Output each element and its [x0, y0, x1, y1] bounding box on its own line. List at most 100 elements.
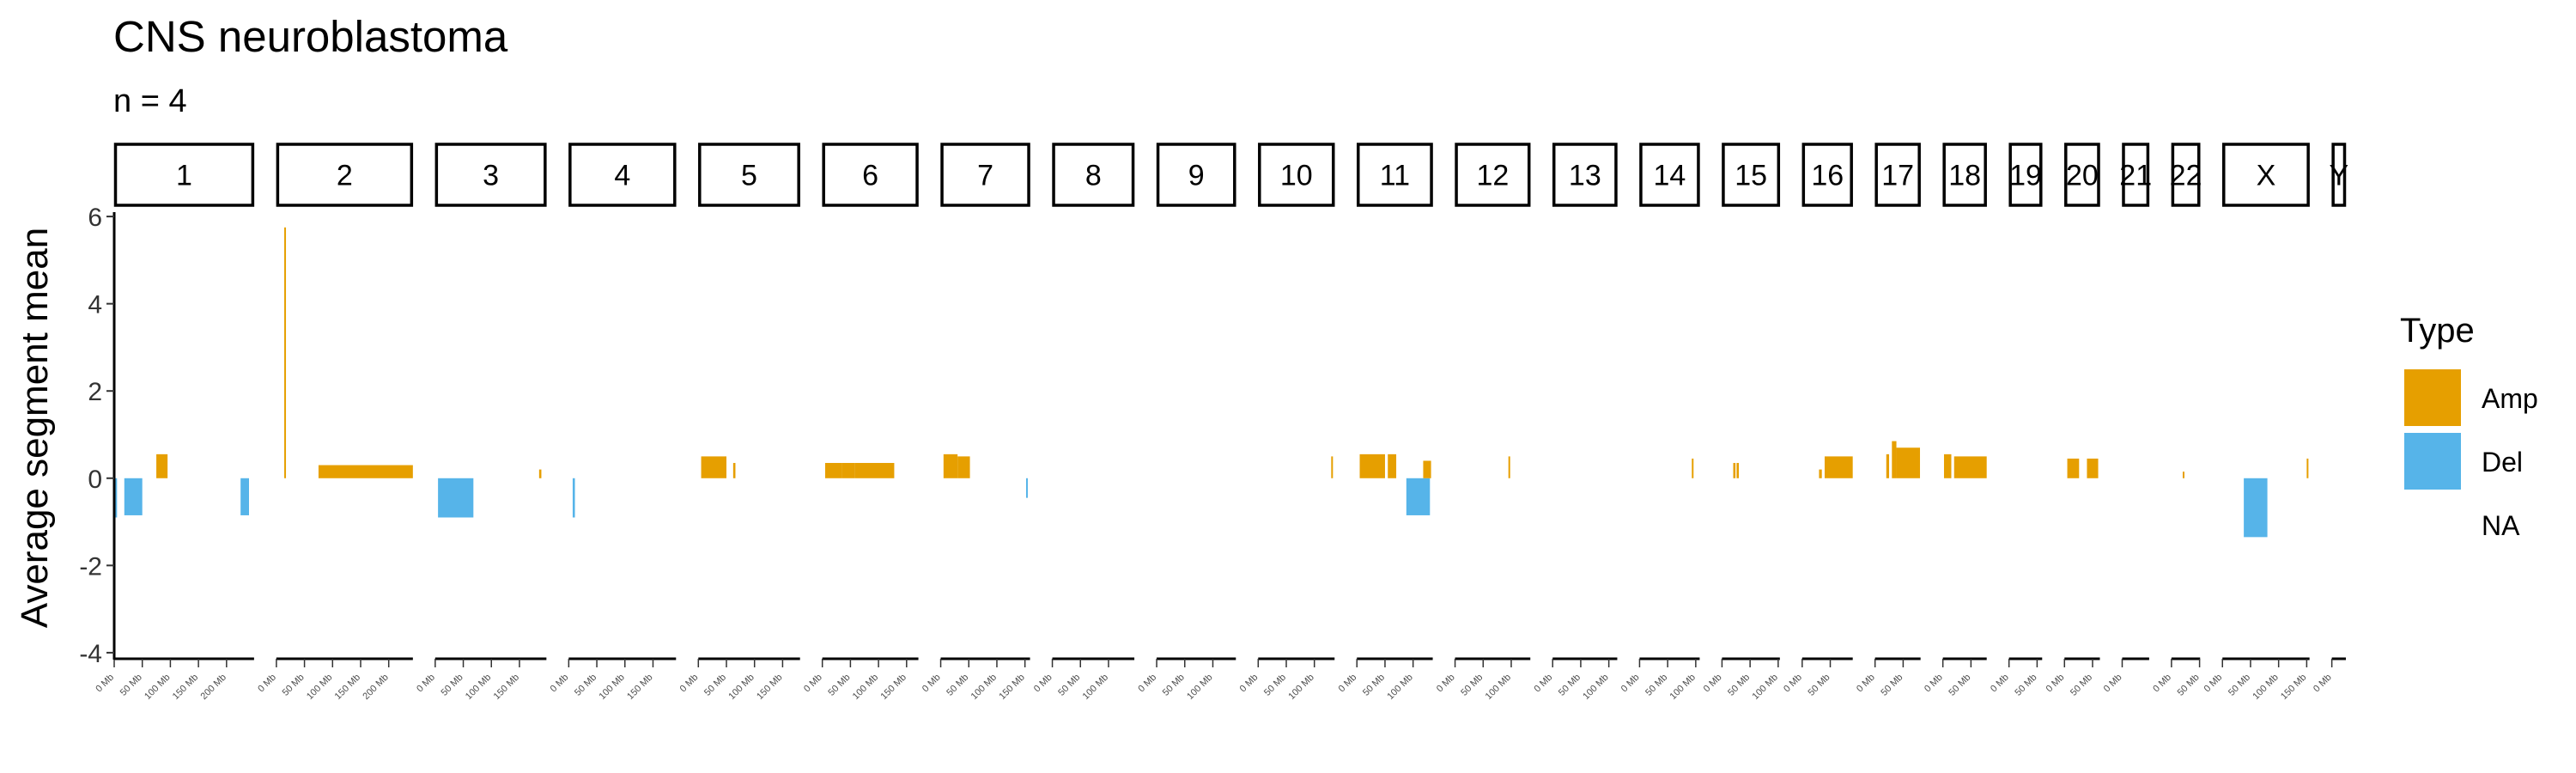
x-tick-label: 50 Mb	[118, 673, 144, 698]
strip-box	[2331, 143, 2347, 207]
strip-box	[1722, 143, 1781, 207]
strip-label: 15	[1735, 160, 1767, 192]
x-tick-label: 0 Mb	[2102, 673, 2124, 695]
legend-entry-amp: Amp	[2404, 369, 2538, 426]
segment-bars	[115, 227, 2309, 538]
strip-label: 9	[1188, 160, 1205, 192]
strip-box	[1942, 143, 1987, 207]
x-tick-label: 0 Mb	[2044, 673, 2067, 695]
strip-chr-1: 1	[113, 143, 255, 207]
strip-label: 21	[2119, 160, 2152, 192]
x-tick-label: 0 Mb	[94, 673, 116, 695]
strip-chr-8: 8	[1052, 143, 1135, 207]
strip-label: 3	[483, 160, 499, 192]
legend-label: NA	[2482, 510, 2520, 541]
strip-chr-7: 7	[940, 143, 1030, 207]
x-tick-label: 0 Mb	[802, 673, 824, 695]
segment-del-chr-3	[438, 478, 474, 518]
segment-amp-chr-5	[732, 463, 736, 478]
segment-amp-chr-14	[1692, 458, 1694, 478]
segment-amp-chr-17	[1886, 453, 1890, 478]
x-tick-label: 150 Mb	[997, 673, 1026, 702]
y-tick-label: -4	[79, 640, 102, 668]
strip-label: Y	[2329, 160, 2348, 192]
x-tick-label: 50 Mb	[1262, 673, 1288, 698]
strip-chr-x: X	[2222, 143, 2310, 207]
segment-del-chr-4	[572, 478, 575, 518]
strip-box	[1552, 143, 1618, 207]
x-tick-label: 50 Mb	[945, 673, 970, 698]
segment-del-chr-1	[124, 478, 143, 515]
strip-chr-18: 18	[1942, 143, 1987, 207]
strip-box	[276, 143, 414, 207]
strip-chr-3: 3	[434, 143, 547, 207]
segment-amp-chr-15	[1736, 463, 1740, 478]
x-tick-label: 0 Mb	[1032, 673, 1054, 695]
strip-box	[2222, 143, 2310, 207]
x-tick-label: 100 Mb	[969, 673, 999, 702]
segment-amp-chr-11	[1423, 460, 1431, 478]
y-axis: -4 -2 0 2 4 6	[79, 204, 116, 668]
x-tick-label: 100 Mb	[1484, 673, 1513, 702]
x-tick-label: 0 Mb	[1533, 673, 1555, 695]
strip-chr-22: 22	[2170, 143, 2202, 207]
segment-amp-chr-2	[284, 227, 287, 478]
segment-amp-chr-22	[2182, 472, 2184, 478]
segment-amp-chr-7	[957, 456, 970, 478]
strip-chr-21: 21	[2119, 143, 2152, 207]
strip-box	[1639, 143, 1700, 207]
strip-box	[698, 143, 800, 207]
x-tick-label: 200 Mb	[199, 673, 228, 702]
legend-entry-na: NA	[2482, 510, 2520, 541]
x-tick-label: 150 Mb	[625, 673, 654, 702]
strip-box	[1357, 143, 1433, 207]
x-tick-label: 100 Mb	[1286, 673, 1315, 702]
x-tick-label: 0 Mb	[1337, 673, 1359, 695]
x-tick-label: 100 Mb	[1668, 673, 1698, 702]
x-tick-label: 150 Mb	[755, 673, 784, 702]
legend: Type Amp Del NA	[2400, 312, 2538, 541]
strip-label: 5	[741, 160, 757, 192]
segment-amp-chr-x	[2306, 458, 2309, 478]
x-tick-label: 50 Mb	[573, 673, 598, 698]
x-tick-label: 0 Mb	[2151, 673, 2173, 695]
x-tick-label: 0 Mb	[1702, 673, 1724, 695]
strip-label: 7	[977, 160, 993, 192]
x-tick-label: 100 Mb	[726, 673, 756, 702]
x-tick-label: 50 Mb	[1879, 673, 1905, 698]
strip-chr-15: 15	[1722, 143, 1781, 207]
x-tick-label: 0 Mb	[1619, 673, 1642, 695]
x-tick-label: 100 Mb	[1385, 673, 1414, 702]
x-tick-label: 50 Mb	[1557, 673, 1583, 698]
strip-box	[1258, 143, 1335, 207]
legend-swatch	[2404, 369, 2461, 426]
strip-label: 6	[862, 160, 878, 192]
facet-strips: 1 2 3 4 5 6 7 8 9 10 11 12 13 14 15 16 17 18 19 20 21 22 X Y	[113, 143, 2348, 207]
segment-amp-chr-5	[701, 456, 726, 478]
strip-label: 18	[1948, 160, 1981, 192]
x-tick-label: 50 Mb	[1459, 673, 1485, 698]
x-tick-label: 100 Mb	[1185, 673, 1214, 702]
chart-title: CNS neuroblastoma	[113, 12, 508, 61]
strip-box	[2064, 143, 2100, 207]
x-tick-label: 0 Mb	[1923, 673, 1945, 695]
x-tick-label: 50 Mb	[281, 673, 307, 698]
chart-subtitle: n = 4	[113, 83, 187, 119]
segment-amp-chr-20	[2067, 458, 2080, 478]
strip-chr-y: Y	[2329, 143, 2348, 207]
segment-del-chr-1	[240, 478, 249, 515]
x-tick-label: 0 Mb	[256, 673, 278, 695]
x-tick-label: 0 Mb	[1238, 673, 1261, 695]
x-tick-label: 50 Mb	[1056, 673, 1082, 698]
segment-amp-chr-10	[1331, 456, 1334, 478]
strip-box	[568, 143, 677, 207]
segment-amp-chr-12	[1508, 456, 1510, 478]
x-tick-label: 0 Mb	[549, 673, 571, 695]
x-tick-label: 0 Mb	[2202, 673, 2225, 695]
y-tick-label: -2	[79, 552, 102, 581]
strip-chr-20: 20	[2064, 143, 2100, 207]
x-tick-label: 100 Mb	[305, 673, 334, 702]
x-tick-label: 0 Mb	[1855, 673, 1877, 695]
strip-box	[1156, 143, 1236, 207]
